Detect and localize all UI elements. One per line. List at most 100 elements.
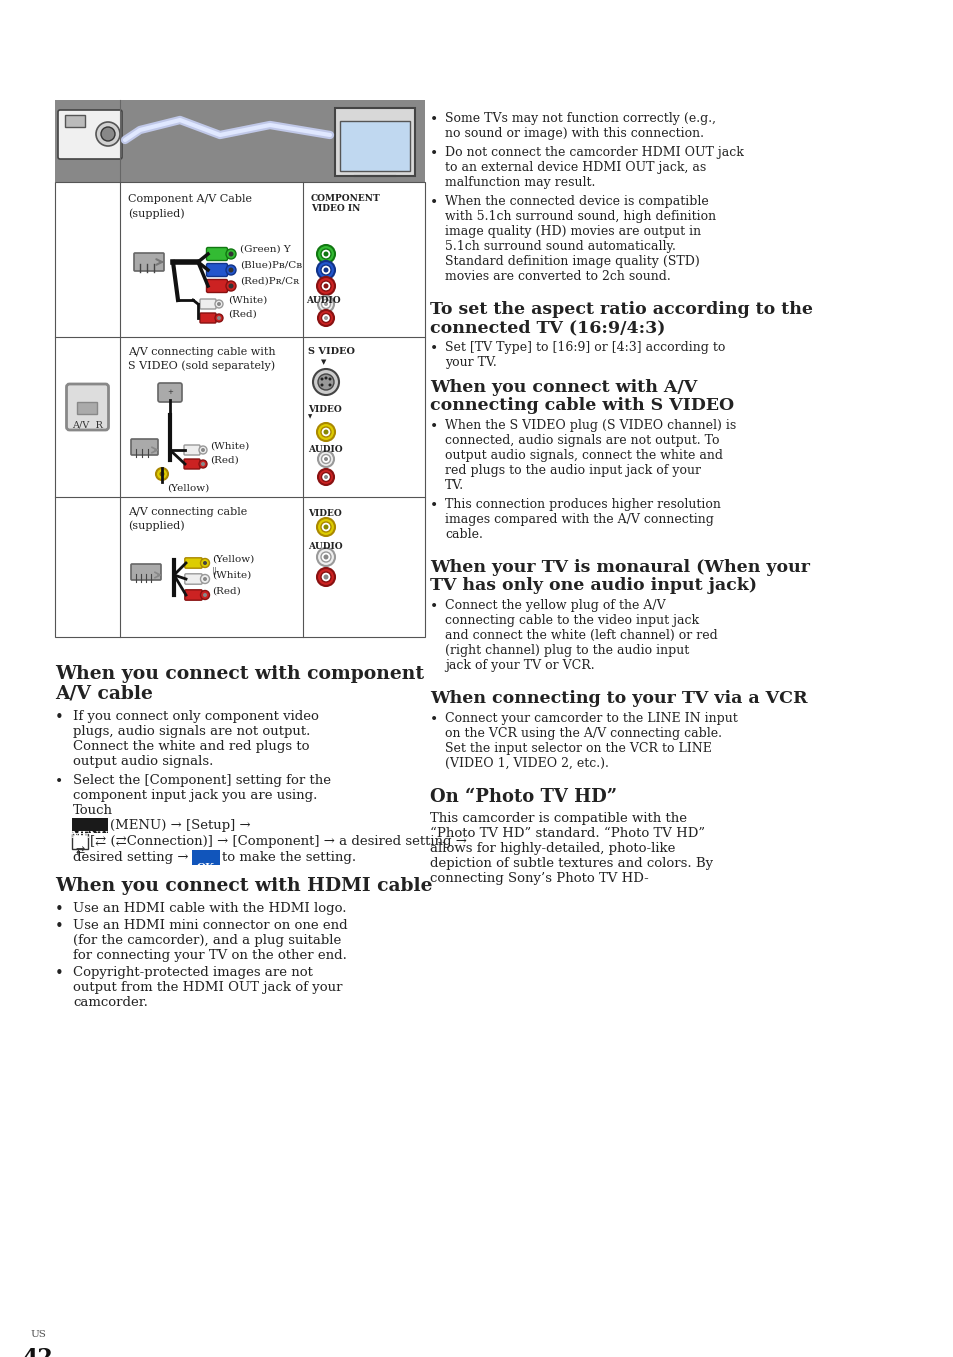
FancyBboxPatch shape <box>206 247 227 261</box>
Text: Use an HDMI mini connector on one end: Use an HDMI mini connector on one end <box>73 919 347 932</box>
Circle shape <box>321 455 330 464</box>
Text: US: US <box>30 1330 46 1339</box>
Text: connected TV (16:9/4:3): connected TV (16:9/4:3) <box>430 319 664 337</box>
Text: “Photo TV HD” standard. “Photo TV HD”: “Photo TV HD” standard. “Photo TV HD” <box>430 826 704 840</box>
Text: Select the [Component] setting for the: Select the [Component] setting for the <box>73 773 331 787</box>
Circle shape <box>320 573 331 582</box>
Text: •: • <box>55 773 63 788</box>
FancyBboxPatch shape <box>200 313 215 323</box>
Circle shape <box>324 376 327 380</box>
Text: S VIDEO (sold separately): S VIDEO (sold separately) <box>128 360 274 370</box>
Circle shape <box>320 377 323 380</box>
Text: (supplied): (supplied) <box>128 208 185 218</box>
Circle shape <box>323 284 328 289</box>
Circle shape <box>203 577 207 581</box>
Text: 42: 42 <box>22 1348 52 1357</box>
Circle shape <box>323 525 328 529</box>
Circle shape <box>316 261 335 280</box>
Text: red plugs to the audio input jack of your: red plugs to the audio input jack of you… <box>444 464 700 478</box>
Text: (MENU) → [Setup] →: (MENU) → [Setup] → <box>110 820 251 832</box>
Bar <box>55 182 424 636</box>
Text: connecting cable to the video input jack: connecting cable to the video input jack <box>444 613 699 627</box>
Text: AUDIO: AUDIO <box>308 445 342 455</box>
Text: ||: || <box>212 567 217 575</box>
Circle shape <box>317 375 334 389</box>
Text: When you connect with A/V: When you connect with A/V <box>430 379 697 396</box>
FancyBboxPatch shape <box>133 252 164 271</box>
Circle shape <box>226 281 235 290</box>
Circle shape <box>328 377 331 380</box>
Circle shape <box>226 248 235 259</box>
Circle shape <box>320 265 331 275</box>
Circle shape <box>203 560 207 565</box>
Text: •: • <box>55 902 64 917</box>
Text: A/V connecting cable: A/V connecting cable <box>128 508 247 517</box>
Circle shape <box>328 384 331 387</box>
Circle shape <box>203 593 207 597</box>
Text: connected, audio signals are not output. To: connected, audio signals are not output.… <box>444 434 719 446</box>
Text: (for the camcorder), and a plug suitable: (for the camcorder), and a plug suitable <box>73 934 341 947</box>
Circle shape <box>317 309 334 326</box>
Circle shape <box>317 296 334 312</box>
Circle shape <box>321 300 330 308</box>
Text: on the VCR using the A/V connecting cable.: on the VCR using the A/V connecting cabl… <box>444 727 721 740</box>
Circle shape <box>200 559 210 567</box>
Text: camcorder.: camcorder. <box>73 996 148 1010</box>
Text: •: • <box>430 147 437 160</box>
Text: connecting Sony’s Photo TV HD-: connecting Sony’s Photo TV HD- <box>430 873 648 885</box>
Circle shape <box>216 303 221 305</box>
Text: •: • <box>55 919 64 934</box>
Circle shape <box>323 267 328 273</box>
Circle shape <box>101 128 115 141</box>
Circle shape <box>229 284 233 289</box>
Circle shape <box>324 457 328 461</box>
Circle shape <box>316 548 335 566</box>
FancyBboxPatch shape <box>71 835 88 849</box>
Circle shape <box>226 265 235 275</box>
Text: Do not connect the camcorder HDMI OUT jack: Do not connect the camcorder HDMI OUT ja… <box>444 147 743 159</box>
Text: Connect the yellow plug of the A/V: Connect the yellow plug of the A/V <box>444 598 665 612</box>
FancyBboxPatch shape <box>185 558 202 569</box>
Text: and connect the white (left channel) or red: and connect the white (left channel) or … <box>444 630 717 642</box>
Text: to make the setting.: to make the setting. <box>222 851 355 864</box>
Circle shape <box>156 468 168 480</box>
Circle shape <box>316 569 335 586</box>
Text: •: • <box>430 113 437 126</box>
Text: ⇄: ⇄ <box>75 845 85 856</box>
Circle shape <box>323 574 328 579</box>
FancyBboxPatch shape <box>192 849 220 864</box>
Circle shape <box>216 316 221 320</box>
Text: Standard definition image quality (STD): Standard definition image quality (STD) <box>444 255 699 267</box>
Text: image quality (HD) movies are output in: image quality (HD) movies are output in <box>444 225 700 237</box>
Text: your TV.: your TV. <box>444 356 497 369</box>
Bar <box>55 100 424 182</box>
Circle shape <box>214 313 223 322</box>
Circle shape <box>320 522 331 532</box>
Text: plugs, audio signals are not output.: plugs, audio signals are not output. <box>73 725 310 738</box>
Text: Connect your camcorder to the LINE IN input: Connect your camcorder to the LINE IN in… <box>444 712 737 725</box>
Text: output from the HDMI OUT jack of your: output from the HDMI OUT jack of your <box>73 981 342 993</box>
Circle shape <box>159 471 164 476</box>
Bar <box>339 121 410 171</box>
Text: TV has only one audio input jack): TV has only one audio input jack) <box>430 577 757 594</box>
FancyBboxPatch shape <box>71 818 108 833</box>
Circle shape <box>323 251 328 256</box>
Text: to an external device HDMI OUT jack, as: to an external device HDMI OUT jack, as <box>444 161 705 174</box>
Circle shape <box>199 460 207 468</box>
Circle shape <box>229 251 233 256</box>
Text: •: • <box>55 966 64 981</box>
Text: 5.1ch surround sound automatically.: 5.1ch surround sound automatically. <box>444 240 675 252</box>
Text: Connect the white and red plugs to: Connect the white and red plugs to <box>73 740 309 753</box>
Text: When the connected device is compatible: When the connected device is compatible <box>444 195 708 208</box>
Text: (Red): (Red) <box>212 586 240 596</box>
Text: +: + <box>167 389 172 395</box>
Text: If you connect only component video: If you connect only component video <box>73 710 318 723</box>
Circle shape <box>320 427 331 437</box>
Bar <box>65 115 85 128</box>
Text: A/V  R: A/V R <box>72 421 103 429</box>
Text: A/V cable: A/V cable <box>55 685 152 703</box>
Text: •: • <box>430 195 437 209</box>
Text: ▼: ▼ <box>308 414 312 419</box>
Text: no sound or image) with this connection.: no sound or image) with this connection. <box>444 128 703 140</box>
Text: VIDEO: VIDEO <box>308 509 341 518</box>
